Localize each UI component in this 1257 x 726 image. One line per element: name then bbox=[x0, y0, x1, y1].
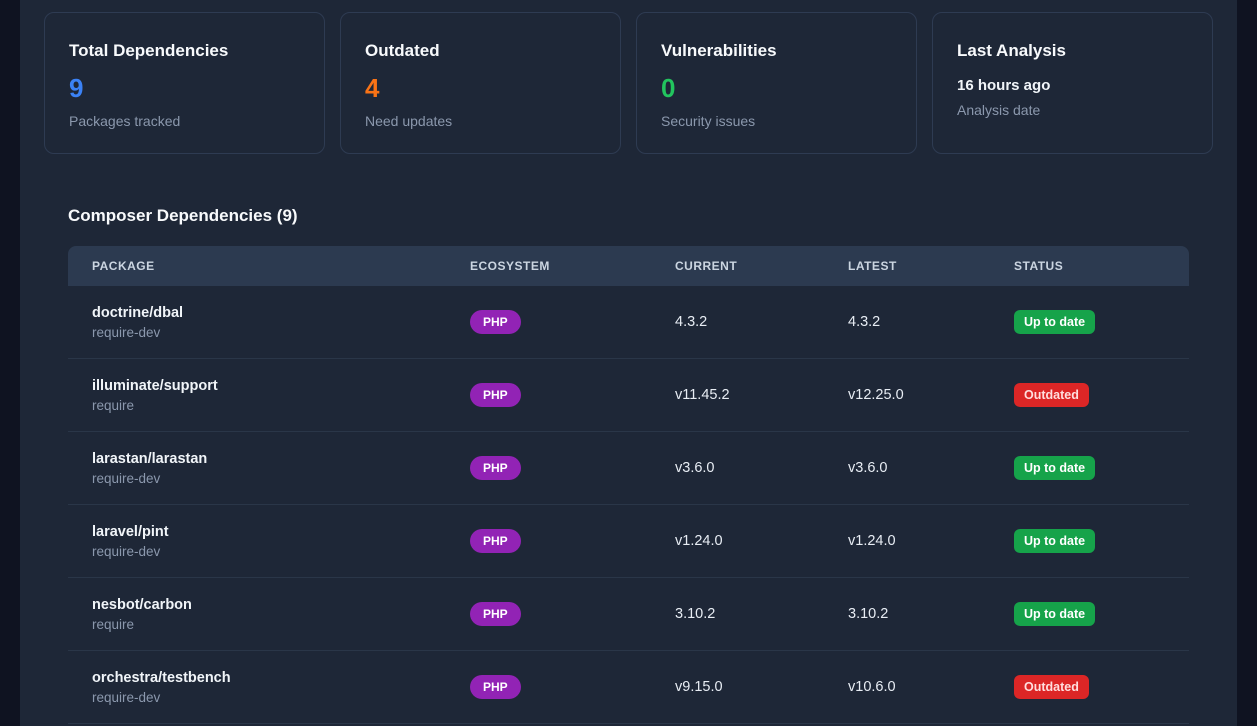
status-cell: Up to date bbox=[990, 529, 1189, 553]
section-title: Composer Dependencies (9) bbox=[68, 206, 298, 225]
status-cell: Outdated bbox=[990, 675, 1189, 699]
status-badge: Outdated bbox=[1014, 675, 1089, 699]
column-header-latest: LATEST bbox=[848, 259, 897, 273]
latest-version-cell: 4.3.2 bbox=[848, 314, 881, 330]
status-badge: Up to date bbox=[1014, 456, 1096, 480]
ecosystem-badge: PHP bbox=[470, 383, 521, 407]
stats-row: Total Dependencies 9 Packages tracked Ou… bbox=[44, 12, 1213, 154]
package-name: laravel/pint bbox=[92, 523, 169, 540]
stat-card-vulnerabilities: Vulnerabilities 0 Security issues bbox=[636, 12, 917, 154]
stat-card-value: 16 hours ago bbox=[957, 77, 1051, 94]
latest-version-cell: v3.6.0 bbox=[848, 460, 888, 476]
latest-version-cell: 3.10.2 bbox=[848, 606, 889, 622]
package-cell: doctrine/dbal require-dev bbox=[68, 305, 446, 340]
stat-card-last-analysis: Last Analysis 16 hours ago Analysis date bbox=[932, 12, 1213, 154]
status-badge: Outdated bbox=[1014, 383, 1089, 407]
current-version-cell: v1.24.0 bbox=[675, 533, 723, 549]
ecosystem-cell: PHP bbox=[446, 383, 651, 407]
ecosystem-badge: PHP bbox=[470, 529, 521, 553]
column-header-status: STATUS bbox=[1014, 259, 1064, 273]
package-name: doctrine/dbal bbox=[92, 304, 184, 321]
table-row: laravel/pint require-dev PHP v1.24.0 v1.… bbox=[68, 505, 1189, 578]
package-scope: require-dev bbox=[92, 689, 161, 705]
ecosystem-cell: PHP bbox=[446, 602, 651, 626]
table-row: illuminate/support require PHP v11.45.2 … bbox=[68, 359, 1189, 432]
stat-card-caption: Security issues bbox=[661, 113, 756, 129]
table-row: doctrine/dbal require-dev PHP 4.3.2 4.3.… bbox=[68, 286, 1189, 359]
ecosystem-badge: PHP bbox=[470, 602, 521, 626]
stat-card-total-dependencies: Total Dependencies 9 Packages tracked bbox=[44, 12, 325, 154]
current-version-cell: 4.3.2 bbox=[675, 314, 708, 330]
ecosystem-cell: PHP bbox=[446, 675, 651, 699]
package-scope: require bbox=[92, 616, 135, 632]
package-scope: require-dev bbox=[92, 470, 161, 486]
column-header-current: CURRENT bbox=[675, 259, 738, 273]
package-name: larastan/larastan bbox=[92, 450, 208, 467]
package-scope: require bbox=[92, 397, 135, 413]
package-cell: larastan/larastan require-dev bbox=[68, 451, 446, 486]
stat-card-caption: Need updates bbox=[365, 113, 453, 129]
dependencies-section: Composer Dependencies (9) PACKAGE ECOSYS… bbox=[44, 206, 1213, 724]
stat-card-value: 0 bbox=[661, 73, 676, 103]
stat-card-outdated: Outdated 4 Need updates bbox=[340, 12, 621, 154]
current-version-cell: v9.15.0 bbox=[675, 679, 723, 695]
status-badge: Up to date bbox=[1014, 602, 1096, 626]
table-body: doctrine/dbal require-dev PHP 4.3.2 4.3.… bbox=[68, 286, 1189, 724]
package-name: orchestra/testbench bbox=[92, 669, 231, 686]
stat-card-caption: Analysis date bbox=[957, 102, 1041, 118]
stat-card-label: Last Analysis bbox=[957, 41, 1066, 60]
current-version-cell: v11.45.2 bbox=[675, 387, 730, 403]
current-version-cell: 3.10.2 bbox=[675, 606, 716, 622]
latest-version-cell: v10.6.0 bbox=[848, 679, 896, 695]
ecosystem-cell: PHP bbox=[446, 456, 651, 480]
ecosystem-cell: PHP bbox=[446, 310, 651, 334]
package-scope: require-dev bbox=[92, 324, 161, 340]
latest-version-cell: v12.25.0 bbox=[848, 387, 904, 403]
stat-card-label: Vulnerabilities bbox=[661, 41, 777, 60]
ecosystem-badge: PHP bbox=[470, 456, 521, 480]
package-scope: require-dev bbox=[92, 543, 161, 559]
status-cell: Up to date bbox=[990, 310, 1189, 334]
stat-card-value: 9 bbox=[69, 73, 84, 103]
ecosystem-badge: PHP bbox=[470, 310, 521, 334]
ecosystem-badge: PHP bbox=[470, 675, 521, 699]
status-cell: Up to date bbox=[990, 602, 1189, 626]
column-header-ecosystem: ECOSYSTEM bbox=[470, 259, 550, 273]
status-badge: Up to date bbox=[1014, 529, 1096, 553]
current-version-cell: v3.6.0 bbox=[675, 460, 715, 476]
stat-card-caption: Packages tracked bbox=[69, 113, 181, 129]
stat-card-value: 4 bbox=[365, 73, 380, 103]
status-badge: Up to date bbox=[1014, 310, 1096, 334]
column-header-package: PACKAGE bbox=[92, 259, 155, 273]
ecosystem-cell: PHP bbox=[446, 529, 651, 553]
status-cell: Outdated bbox=[990, 383, 1189, 407]
package-cell: orchestra/testbench require-dev bbox=[68, 670, 446, 705]
stat-card-label: Total Dependencies bbox=[69, 41, 229, 60]
package-name: illuminate/support bbox=[92, 377, 218, 394]
dependency-dashboard: Total Dependencies 9 Packages tracked Ou… bbox=[20, 0, 1237, 726]
dependencies-table: PACKAGE ECOSYSTEM CURRENT LATEST STATUS … bbox=[68, 246, 1189, 724]
package-cell: illuminate/support require bbox=[68, 378, 446, 413]
table-row: nesbot/carbon require PHP 3.10.2 3.10.2 … bbox=[68, 578, 1189, 651]
status-cell: Up to date bbox=[990, 456, 1189, 480]
table-row: orchestra/testbench require-dev PHP v9.1… bbox=[68, 651, 1189, 724]
stat-card-label: Outdated bbox=[365, 41, 440, 60]
package-cell: nesbot/carbon require bbox=[68, 597, 446, 632]
package-cell: laravel/pint require-dev bbox=[68, 524, 446, 559]
latest-version-cell: v1.24.0 bbox=[848, 533, 896, 549]
table-row: larastan/larastan require-dev PHP v3.6.0… bbox=[68, 432, 1189, 505]
package-name: nesbot/carbon bbox=[92, 596, 192, 613]
table-header-row: PACKAGE ECOSYSTEM CURRENT LATEST STATUS bbox=[68, 246, 1189, 286]
